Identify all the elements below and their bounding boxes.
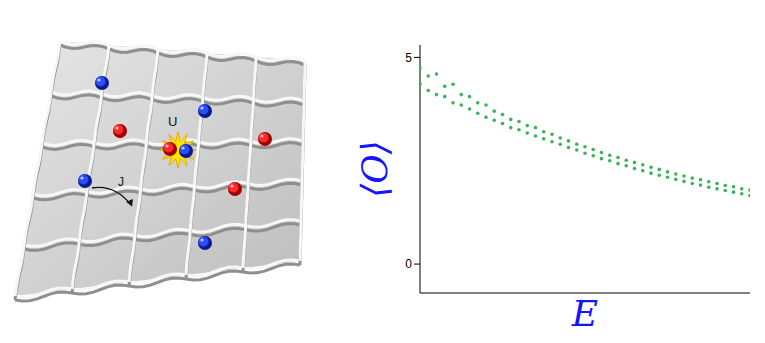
svg-text:0: 0 [405, 257, 412, 271]
html-text:⟨O⟩: ⟨O⟩ [354, 140, 395, 198]
html-text:E: E [571, 293, 599, 334]
svg-text:U: U [168, 114, 177, 129]
svg-text:5: 5 [405, 51, 412, 65]
svg-text:J: J [118, 175, 124, 189]
